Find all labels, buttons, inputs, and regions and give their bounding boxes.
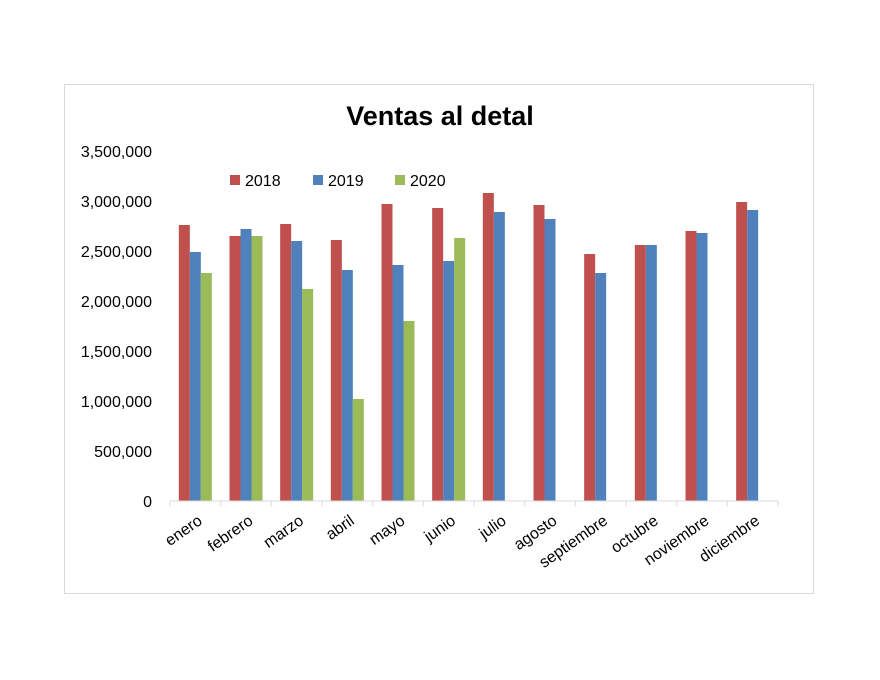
- bar: [595, 273, 607, 501]
- legend-swatch: [230, 175, 240, 185]
- chart-legend: 2018 2019 2020: [230, 173, 446, 190]
- bar: [341, 270, 353, 501]
- y-tick-label: 2,000,000: [81, 294, 152, 311]
- y-tick-label: 3,500,000: [81, 144, 152, 161]
- legend-swatch: [395, 175, 405, 185]
- bar: [352, 399, 364, 501]
- x-tick-label: junio: [421, 512, 459, 546]
- bar: [533, 205, 545, 501]
- x-axis: enero febrero marzo abril mayo junio julio agos…: [162, 500, 779, 572]
- y-tick-label: 3,000,000: [81, 194, 152, 211]
- bar: [454, 238, 466, 501]
- bar: [381, 204, 393, 501]
- bar: [251, 236, 263, 501]
- x-tick-label: febrero: [205, 512, 256, 555]
- chart-title: Ventas al detal: [346, 101, 534, 131]
- y-axis: 0 500,000 1,000,000 1,500,000 2,000,000 2,500…: [81, 144, 152, 511]
- bar: [392, 265, 404, 501]
- x-tick-label: julio: [476, 512, 510, 543]
- bar: [696, 233, 708, 501]
- y-tick-label: 0: [143, 494, 152, 511]
- bar: [432, 208, 444, 501]
- bar: [302, 289, 314, 501]
- y-tick-label: 500,000: [94, 444, 152, 461]
- bar: [291, 241, 303, 501]
- bar: [482, 193, 494, 501]
- bars: [178, 193, 759, 501]
- legend-label: 2019: [328, 173, 364, 190]
- y-tick-label: 1,500,000: [81, 344, 152, 361]
- bar: [240, 229, 252, 501]
- y-tick-label: 2,500,000: [81, 244, 152, 261]
- x-tick-label: enero: [162, 512, 205, 549]
- x-tick-label: abril: [323, 512, 358, 543]
- bar: [189, 252, 201, 501]
- x-tick-label: mayo: [366, 512, 408, 548]
- chart-frame: Ventas al detal 2018 2019 2020 0 500,000 1,0…: [64, 84, 814, 594]
- bar: [330, 240, 342, 501]
- bar: [229, 236, 241, 501]
- bar: [685, 231, 697, 501]
- bar: [403, 321, 415, 501]
- bar: [645, 245, 657, 501]
- legend-swatch: [313, 175, 323, 185]
- bar: [443, 261, 455, 501]
- y-tick-label: 1,000,000: [81, 394, 152, 411]
- bar: [200, 273, 212, 501]
- bar: [544, 219, 556, 501]
- bar: [584, 254, 596, 501]
- bar: [747, 210, 759, 501]
- legend-label: 2018: [245, 173, 281, 190]
- bar-chart: Ventas al detal 2018 2019 2020 0 500,000 1,0…: [81, 101, 779, 572]
- bar: [736, 202, 748, 501]
- bar: [280, 224, 292, 501]
- bar: [178, 225, 190, 501]
- x-tick-label: marzo: [261, 512, 307, 551]
- bar: [634, 245, 646, 501]
- bar: [493, 212, 505, 501]
- legend-label: 2020: [410, 173, 446, 190]
